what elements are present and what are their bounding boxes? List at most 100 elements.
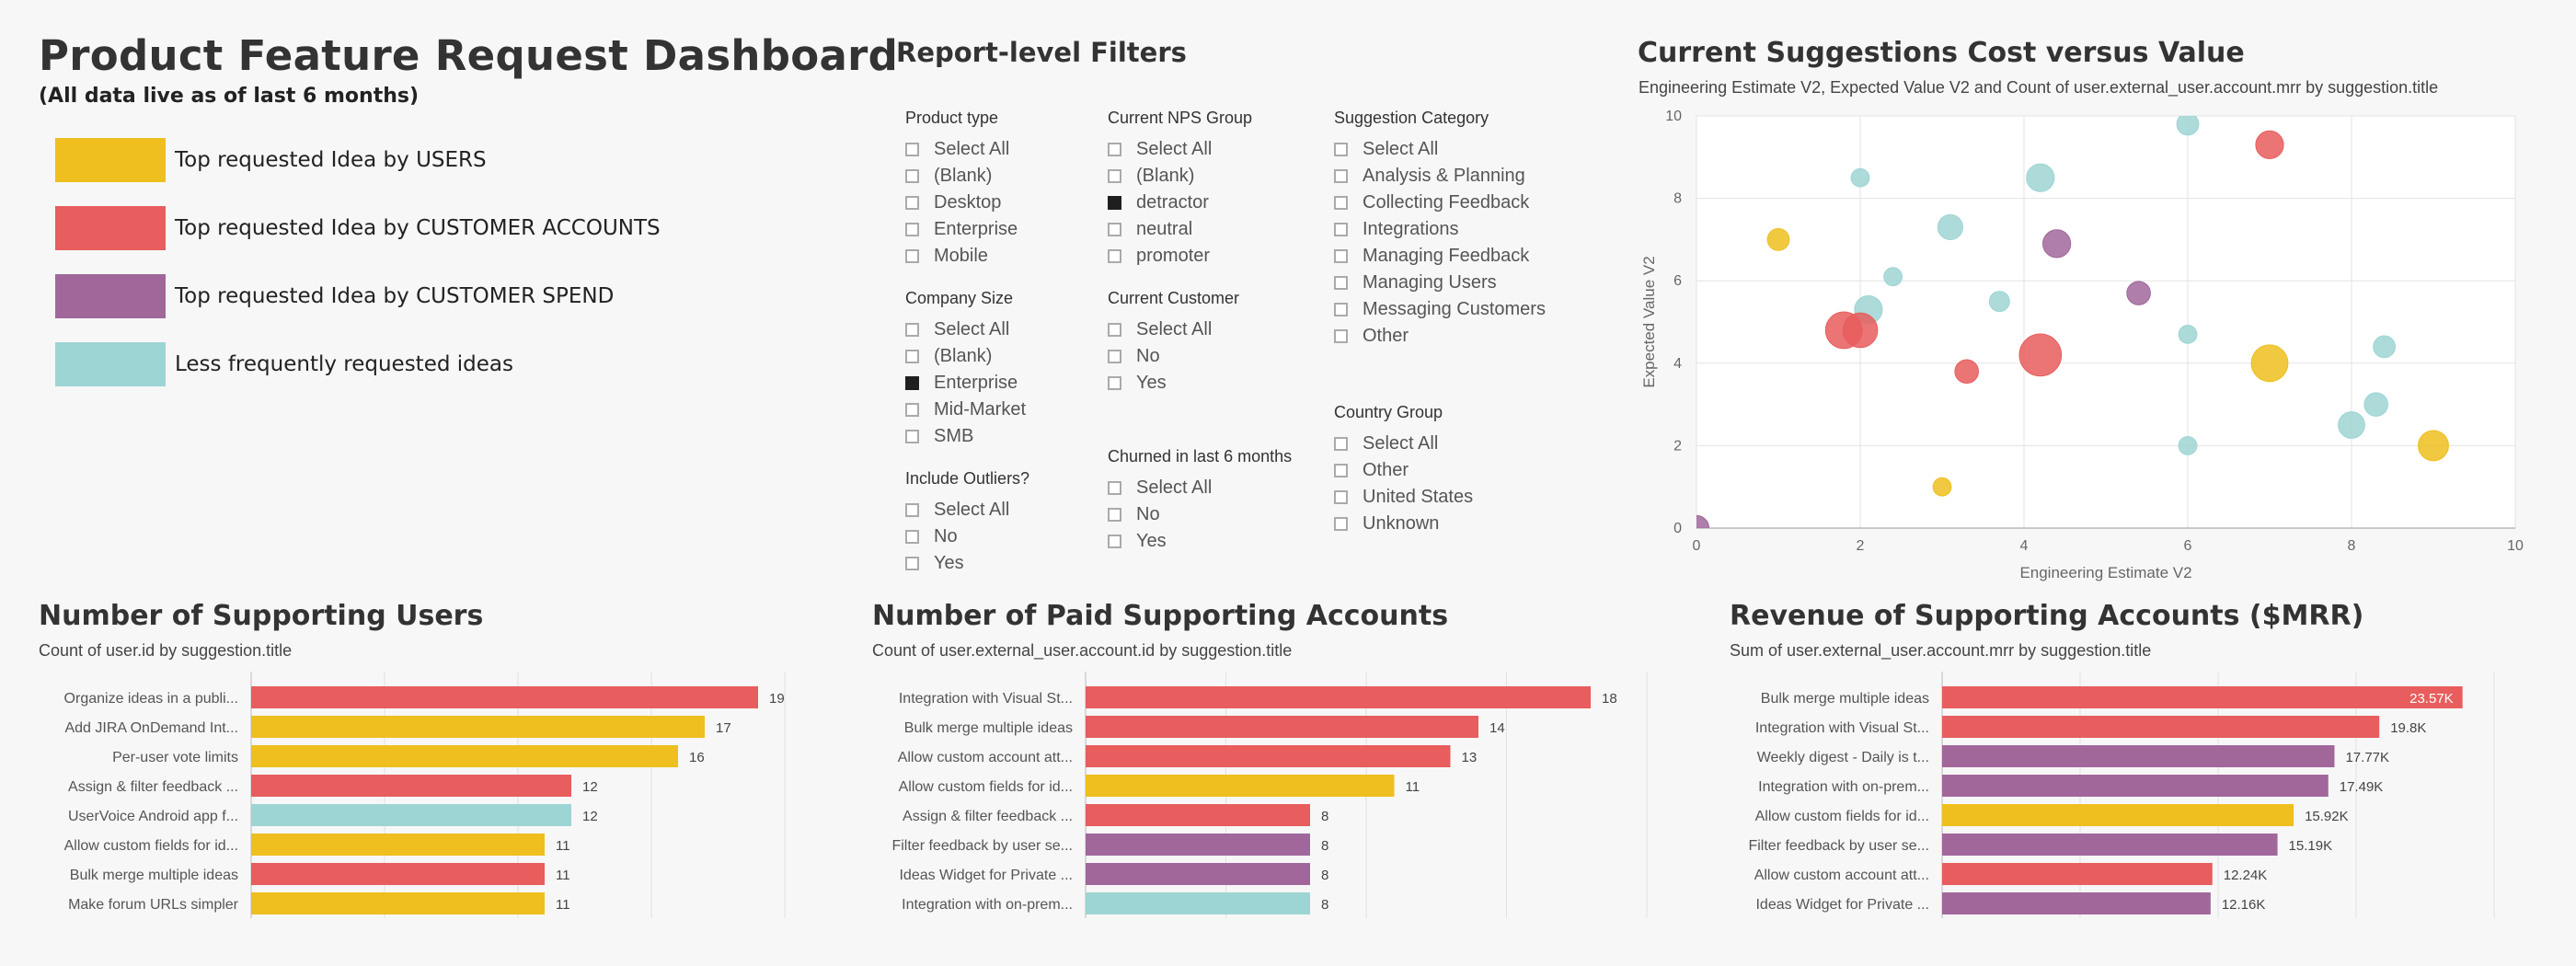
checkbox[interactable] bbox=[905, 376, 919, 390]
bar-make-forum-urls-simpler[interactable] bbox=[251, 892, 545, 914]
checkbox[interactable] bbox=[1108, 169, 1121, 183]
checkbox[interactable] bbox=[905, 323, 919, 337]
scatter-point-accounts[interactable] bbox=[2255, 130, 2284, 159]
scatter-point-less[interactable] bbox=[1937, 213, 1963, 241]
bar-integration-with-visual-st[interactable] bbox=[1942, 716, 2380, 738]
checkbox[interactable] bbox=[1108, 508, 1121, 522]
bar-weekly-digest-daily-is-t[interactable] bbox=[1942, 745, 2335, 767]
checkbox[interactable] bbox=[1334, 329, 1348, 343]
bar-allow-custom-account-att[interactable] bbox=[1942, 863, 2213, 885]
filter-option-mid-market[interactable]: Mid-Market bbox=[905, 397, 1026, 423]
checkbox[interactable] bbox=[1108, 376, 1121, 390]
checkbox[interactable] bbox=[905, 249, 919, 263]
filter-option-neutral[interactable]: neutral bbox=[1108, 216, 1252, 243]
filter-option-select-all[interactable]: Select All bbox=[905, 136, 1018, 163]
scatter-point-less[interactable] bbox=[2363, 392, 2388, 417]
filter-option-yes[interactable]: Yes bbox=[905, 550, 1029, 577]
filter-option-blank[interactable]: (Blank) bbox=[905, 343, 1026, 370]
checkbox[interactable] bbox=[905, 430, 919, 443]
checkbox[interactable] bbox=[1334, 143, 1348, 156]
filter-option-select-all[interactable]: Select All bbox=[1108, 316, 1239, 343]
scatter-point-users[interactable] bbox=[2250, 344, 2289, 383]
bar-organize-ideas-in-a-publi[interactable] bbox=[251, 686, 758, 708]
checkbox[interactable] bbox=[1108, 535, 1121, 548]
filter-option-other[interactable]: Other bbox=[1334, 323, 1546, 350]
checkbox[interactable] bbox=[1334, 437, 1348, 451]
filter-option-blank[interactable]: (Blank) bbox=[1108, 163, 1252, 190]
filter-option-enterprise[interactable]: Enterprise bbox=[905, 216, 1018, 243]
checkbox[interactable] bbox=[905, 169, 919, 183]
bar-allow-custom-fields-for-id[interactable] bbox=[251, 834, 545, 856]
checkbox[interactable] bbox=[1334, 169, 1348, 183]
filter-option-desktop[interactable]: Desktop bbox=[905, 190, 1018, 216]
filter-option-no[interactable]: No bbox=[1108, 501, 1292, 528]
checkbox[interactable] bbox=[905, 196, 919, 210]
bar-bulk-merge-multiple-ideas[interactable] bbox=[1942, 686, 2463, 708]
scatter-point-spend[interactable] bbox=[1684, 514, 1710, 540]
bar-bulk-merge-multiple-ideas[interactable] bbox=[251, 863, 545, 885]
bar-assign-filter-feedback[interactable] bbox=[251, 775, 571, 797]
filter-option-no[interactable]: No bbox=[1108, 343, 1239, 370]
scatter-point-less[interactable] bbox=[2026, 163, 2055, 192]
scatter-point-less[interactable] bbox=[1988, 291, 2010, 313]
scatter-point-users[interactable] bbox=[1766, 227, 1790, 251]
checkbox[interactable] bbox=[1334, 223, 1348, 236]
checkbox[interactable] bbox=[905, 350, 919, 363]
filter-option-managing-users[interactable]: Managing Users bbox=[1334, 270, 1546, 296]
filter-option-select-all[interactable]: Select All bbox=[1108, 136, 1252, 163]
scatter-point-accounts[interactable] bbox=[1842, 312, 1879, 349]
scatter-point-accounts[interactable] bbox=[1954, 359, 1979, 385]
scatter-point-less[interactable] bbox=[2178, 325, 2198, 344]
checkbox[interactable] bbox=[905, 530, 919, 544]
checkbox[interactable] bbox=[1334, 464, 1348, 477]
scatter-point-less[interactable] bbox=[2178, 435, 2198, 455]
filter-option-select-all[interactable]: Select All bbox=[905, 497, 1029, 523]
filter-option-yes[interactable]: Yes bbox=[1108, 370, 1239, 397]
filter-option-detractor[interactable]: detractor bbox=[1108, 190, 1252, 216]
scatter-point-accounts[interactable] bbox=[2018, 333, 2063, 377]
bar-assign-filter-feedback[interactable] bbox=[1086, 804, 1310, 826]
bar-ideas-widget-for-private[interactable] bbox=[1086, 863, 1310, 885]
filter-option-promoter[interactable]: promoter bbox=[1108, 243, 1252, 270]
filter-option-no[interactable]: No bbox=[905, 523, 1029, 550]
checkbox[interactable] bbox=[1334, 517, 1348, 531]
checkbox[interactable] bbox=[1108, 323, 1121, 337]
filter-option-yes[interactable]: Yes bbox=[1108, 528, 1292, 555]
scatter-point-less[interactable] bbox=[2338, 411, 2365, 439]
checkbox[interactable] bbox=[1108, 223, 1121, 236]
checkbox[interactable] bbox=[1334, 276, 1348, 290]
checkbox[interactable] bbox=[905, 503, 919, 517]
filter-option-select-all[interactable]: Select All bbox=[1334, 136, 1546, 163]
scatter-point-users[interactable] bbox=[1932, 477, 1952, 497]
bar-uservoice-android-app-f[interactable] bbox=[251, 804, 571, 826]
checkbox[interactable] bbox=[1108, 249, 1121, 263]
checkbox[interactable] bbox=[1108, 481, 1121, 495]
checkbox[interactable] bbox=[1108, 196, 1121, 210]
scatter-point-less[interactable] bbox=[2373, 335, 2397, 359]
filter-option-smb[interactable]: SMB bbox=[905, 423, 1026, 450]
bar-filter-feedback-by-user-se[interactable] bbox=[1942, 834, 2278, 856]
bar-allow-custom-account-att[interactable] bbox=[1086, 745, 1451, 767]
filter-option-select-all[interactable]: Select All bbox=[905, 316, 1026, 343]
bar-add-jira-ondemand-int[interactable] bbox=[251, 716, 705, 738]
scatter-point-less[interactable] bbox=[1883, 267, 1903, 287]
filter-option-enterprise[interactable]: Enterprise bbox=[905, 370, 1026, 397]
checkbox[interactable] bbox=[905, 143, 919, 156]
checkbox[interactable] bbox=[1334, 249, 1348, 263]
checkbox[interactable] bbox=[1334, 196, 1348, 210]
checkbox[interactable] bbox=[1108, 350, 1121, 363]
bar-per-user-vote-limits[interactable] bbox=[251, 745, 678, 767]
scatter-point-users[interactable] bbox=[2418, 430, 2449, 462]
checkbox[interactable] bbox=[1334, 490, 1348, 504]
bar-ideas-widget-for-private[interactable] bbox=[1942, 892, 2211, 914]
checkbox[interactable] bbox=[905, 403, 919, 417]
filter-option-unknown[interactable]: Unknown bbox=[1334, 511, 1473, 537]
filter-option-analysis-planning[interactable]: Analysis & Planning bbox=[1334, 163, 1546, 190]
filter-option-managing-feedback[interactable]: Managing Feedback bbox=[1334, 243, 1546, 270]
filter-option-messaging-customers[interactable]: Messaging Customers bbox=[1334, 296, 1546, 323]
checkbox[interactable] bbox=[905, 223, 919, 236]
filter-option-select-all[interactable]: Select All bbox=[1108, 475, 1292, 501]
scatter-point-spend[interactable] bbox=[2042, 229, 2072, 259]
filter-option-select-all[interactable]: Select All bbox=[1334, 431, 1473, 457]
bar-allow-custom-fields-for-id[interactable] bbox=[1942, 804, 2294, 826]
